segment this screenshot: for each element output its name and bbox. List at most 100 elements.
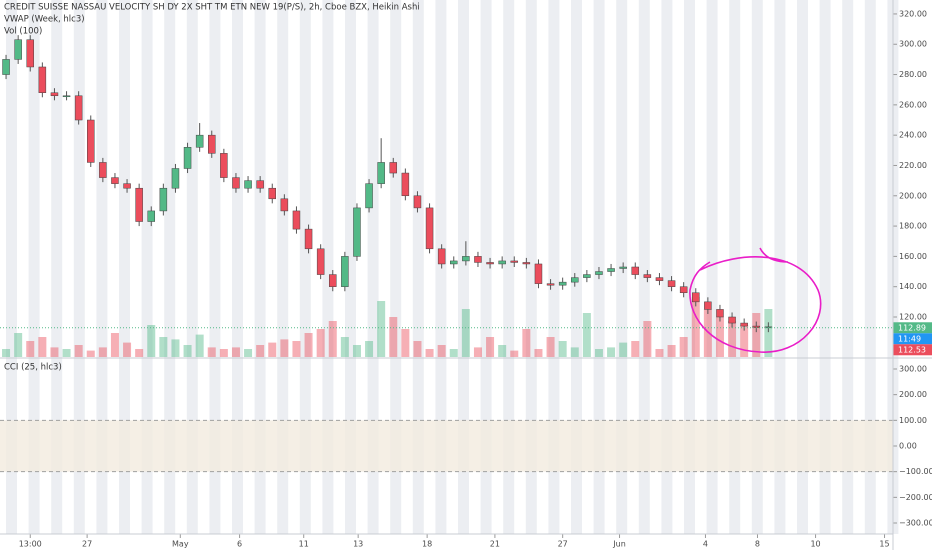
x-tick-label: Jun	[612, 540, 626, 549]
volume-bar	[256, 345, 265, 357]
volume-bar	[413, 341, 422, 357]
volume-bar	[691, 297, 700, 357]
y-tick-label: 280.00	[899, 70, 927, 79]
candle-body	[195, 134, 204, 148]
volume-bar	[655, 349, 664, 357]
volume-bar	[292, 341, 301, 357]
session-stripe	[277, 0, 289, 534]
volume-bar	[389, 317, 398, 357]
session-stripe	[119, 0, 130, 534]
volume-bar	[401, 329, 410, 357]
hand-drawn-circle	[689, 247, 822, 353]
volume-bar	[437, 345, 446, 357]
candle-body	[256, 180, 264, 189]
session-stripe	[73, 0, 85, 534]
price-label-box	[893, 333, 932, 345]
x-tick-label: 6	[237, 540, 242, 549]
volume-bar	[752, 313, 761, 357]
session-stripe	[96, 0, 108, 534]
y-tick-label: 160.00	[899, 252, 927, 261]
volume-bar	[340, 337, 349, 357]
candle-body	[62, 95, 71, 98]
x-tick-label: 13:00	[19, 540, 42, 549]
volume-bar	[425, 349, 434, 357]
price-label: 112.89	[898, 323, 926, 332]
chart-title: CREDIT SUISSE NASSAU VELOCITY SH DY 2X S…	[4, 3, 420, 13]
candle-body	[716, 309, 724, 318]
candle-body	[171, 168, 180, 189]
candle-body	[268, 187, 277, 200]
candle-body	[643, 274, 652, 278]
indicator-label: Vol (100)	[4, 27, 42, 37]
candle-body	[316, 248, 325, 275]
candle-body	[329, 274, 337, 287]
volume-bar	[123, 342, 132, 357]
session-stripe	[819, 0, 831, 534]
candle-body	[304, 228, 313, 250]
volume-bar	[86, 350, 95, 357]
volume-bar	[461, 309, 470, 357]
candle-body	[425, 207, 434, 250]
candle-body	[183, 147, 192, 169]
volume-bar	[473, 347, 482, 357]
session-stripe	[774, 0, 786, 534]
volume-bar	[14, 333, 23, 357]
volume-bar	[62, 349, 71, 357]
y-tick-label: −200.00	[899, 493, 932, 502]
session-stripe	[209, 0, 221, 534]
volume-bar	[280, 339, 289, 357]
volume-bar	[449, 349, 458, 357]
session-stripe	[390, 0, 402, 534]
volume-bar	[728, 321, 737, 357]
volume-bar	[679, 337, 688, 357]
volume-bar	[534, 349, 543, 357]
session-stripe	[548, 0, 560, 534]
volume-bar	[352, 345, 361, 357]
volume-bar	[244, 349, 253, 357]
session-stripe	[480, 0, 492, 534]
candle-body	[208, 134, 216, 154]
candle-body	[619, 266, 627, 269]
candle-body	[450, 260, 458, 265]
session-stripe	[186, 0, 198, 534]
candle-body	[341, 256, 349, 287]
candle-body	[2, 59, 10, 75]
candle-body	[546, 283, 555, 286]
session-stripe	[232, 0, 243, 534]
volume-bar	[498, 345, 507, 357]
candle-body	[437, 248, 446, 265]
y-tick-label: 140.00	[899, 282, 927, 291]
candle-body	[704, 301, 712, 310]
candle-body	[522, 262, 531, 265]
candle-body	[607, 268, 615, 272]
price-label-box	[893, 344, 932, 356]
candle-body	[14, 39, 22, 60]
candle-body	[679, 286, 688, 294]
y-tick-label: 240.00	[899, 131, 927, 140]
volume-bar	[231, 347, 240, 357]
session-stripe	[797, 0, 808, 534]
session-stripe	[638, 0, 650, 534]
session-stripe	[412, 0, 424, 534]
volume-bar	[667, 345, 676, 357]
candle-body	[510, 260, 519, 263]
candle-body	[655, 277, 664, 281]
volume-bar	[159, 337, 168, 357]
volume-bar	[171, 339, 180, 357]
session-stripe	[706, 0, 718, 534]
candle-body	[26, 39, 35, 68]
volume-bar	[2, 349, 11, 357]
x-tick-label: 15	[879, 540, 889, 549]
candle-body	[38, 66, 47, 93]
volume-bar	[570, 347, 579, 357]
candle-body	[365, 183, 373, 209]
indicator-label: CCI (25, hlc3)	[4, 363, 62, 373]
price-label: 11:49	[898, 334, 921, 343]
session-stripe	[367, 0, 379, 534]
session-stripe	[322, 0, 334, 534]
candle-body	[498, 260, 506, 265]
volume-bar	[147, 325, 156, 357]
y-tick-label: 180.00	[899, 222, 927, 231]
volume-bar	[50, 347, 59, 357]
volume-bar	[631, 341, 640, 357]
